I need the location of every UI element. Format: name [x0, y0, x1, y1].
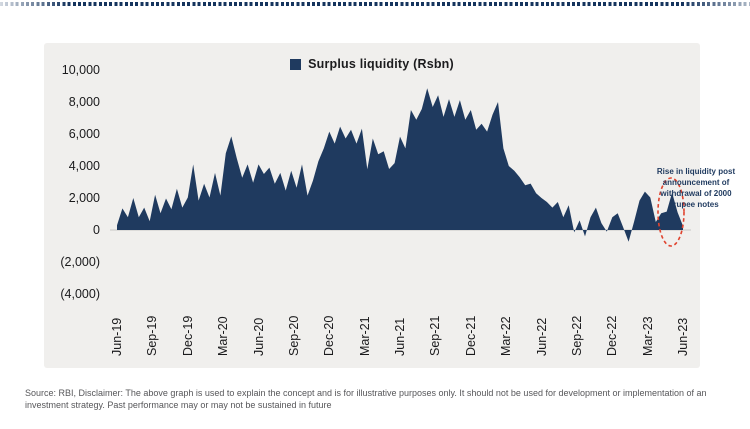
source-disclaimer: Source: RBI, Disclaimer: The above graph… [25, 388, 707, 410]
dotted-top-border [0, 2, 750, 6]
y-axis-label: 2,000 [68, 190, 100, 205]
x-axis-label: Mar-22 [499, 316, 514, 356]
x-axis-label: Sep-19 [145, 315, 160, 356]
legend-swatch-icon [290, 58, 302, 70]
y-axis-label: 8,000 [68, 94, 100, 109]
legend-label: Surplus liquidity (Rsbn) [308, 57, 454, 71]
x-axis-label: Sep-22 [569, 315, 584, 356]
x-axis-label: Jun-19 [110, 317, 124, 356]
x-axis-label: Jun-23 [676, 317, 690, 356]
x-axis-label: Mar-23 [640, 316, 655, 356]
highlight-ellipse [657, 177, 685, 247]
x-axis-label: Mar-21 [357, 316, 372, 356]
x-axis-label: Jun-21 [393, 317, 407, 356]
x-axis-label: Sep-21 [428, 315, 443, 356]
area-series [117, 88, 683, 242]
x-axis-label: Dec-19 [180, 315, 195, 356]
chart-legend: Surplus liquidity (Rsbn) [44, 57, 700, 71]
y-axis-label: 10,000 [61, 62, 100, 77]
y-axis-label: 0 [93, 222, 100, 237]
chart-panel: Surplus liquidity (Rsbn) Rise in liquidi… [44, 43, 735, 368]
liquidity-area-chart [110, 88, 691, 247]
x-axis-label: Dec-21 [463, 315, 478, 356]
y-axis-label: (4,000) [60, 286, 100, 301]
x-axis-label: Dec-22 [605, 315, 620, 356]
y-axis-label: (2,000) [60, 254, 100, 269]
y-axis-label: 4,000 [68, 158, 100, 173]
x-axis-label: Mar-20 [216, 316, 231, 356]
x-axis-label: Jun-20 [251, 317, 266, 356]
x-axis-label: Jun-22 [534, 317, 549, 356]
chart-annotation: Rise in liquidity post announcement of w… [656, 167, 736, 209]
x-axis-label: Dec-20 [322, 315, 337, 356]
y-axis-label: 6,000 [68, 126, 100, 141]
x-axis-label: Sep-20 [286, 315, 301, 356]
